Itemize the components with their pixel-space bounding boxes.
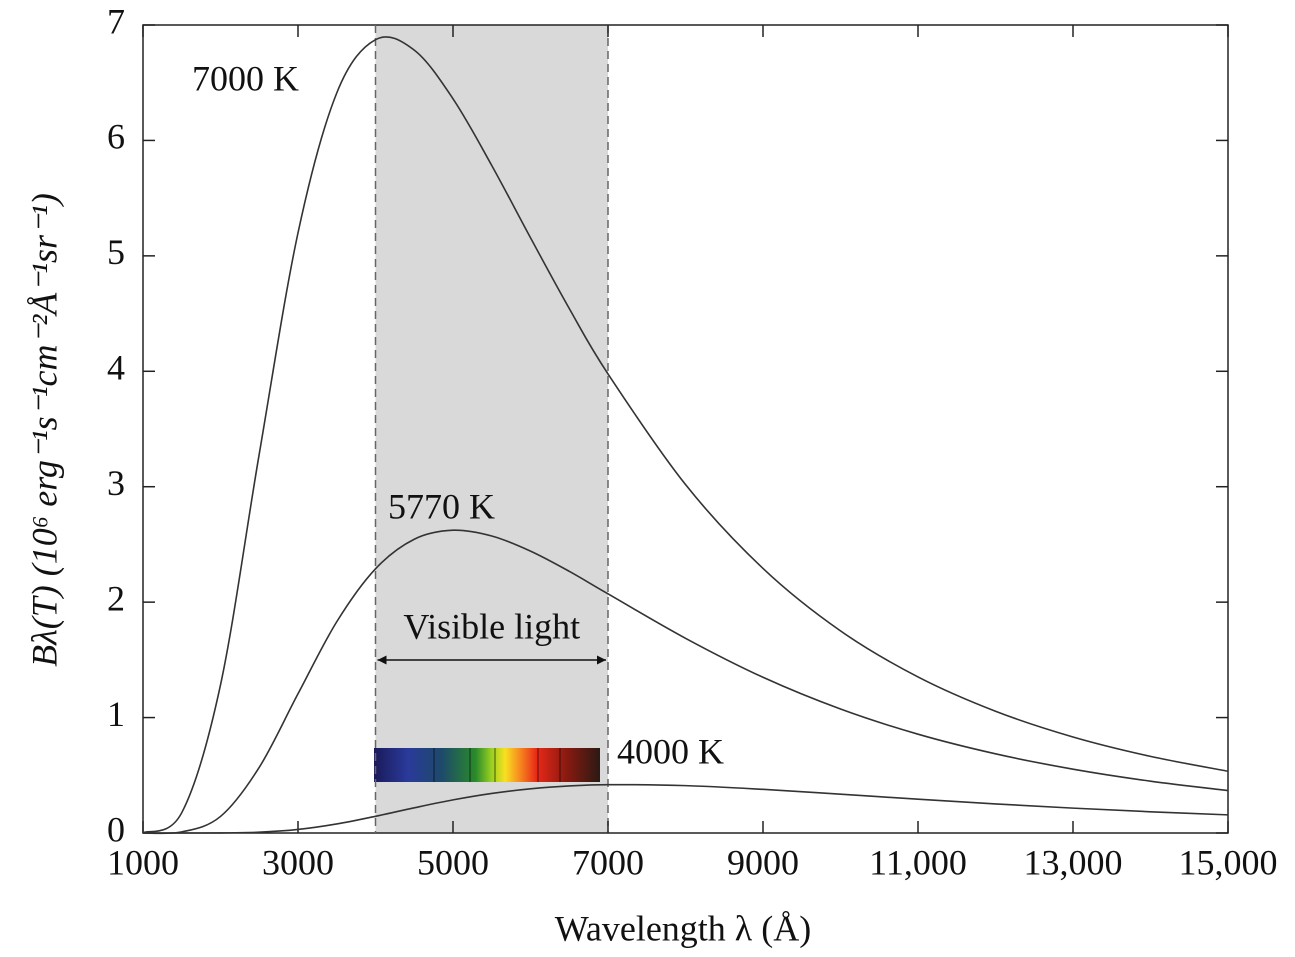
series-line bbox=[142, 36, 1229, 834]
y-tick-label: 6 bbox=[107, 117, 125, 157]
x-tick-label: 9000 bbox=[727, 842, 799, 882]
x-tick-label: 1000 bbox=[107, 842, 179, 882]
series-label: 5770 K bbox=[388, 486, 495, 526]
plot-frame bbox=[142, 24, 1229, 834]
y-tick-label: 2 bbox=[107, 578, 125, 618]
y-tick-label: 7 bbox=[107, 1, 125, 41]
series-line bbox=[142, 529, 1229, 835]
series-label: 7000 K bbox=[192, 58, 299, 98]
y-tick-label: 1 bbox=[107, 694, 125, 734]
visible-band bbox=[375, 25, 608, 833]
x-axis-title: Wavelength λ (Å) bbox=[555, 908, 811, 948]
y-tick-label: 3 bbox=[107, 463, 125, 503]
background-layer bbox=[375, 25, 608, 833]
spectrum-strip bbox=[374, 748, 600, 782]
x-tick-label: 3000 bbox=[262, 842, 334, 882]
series-label: 4000 K bbox=[617, 731, 724, 771]
y-tick-label: 0 bbox=[107, 809, 125, 849]
y-axis-title: Bλ(T) (10⁶ erg⁻¹s⁻¹cm⁻²Å⁻¹sr⁻¹) bbox=[24, 193, 64, 667]
x-tick-label: 11,000 bbox=[869, 842, 967, 882]
x-tick-label: 5000 bbox=[417, 842, 489, 882]
x-tick-label: 7000 bbox=[572, 842, 644, 882]
y-tick-label: 5 bbox=[107, 232, 125, 272]
y-tick-label: 4 bbox=[107, 348, 125, 388]
x-tick-label: 13,000 bbox=[1024, 842, 1123, 882]
band-label: Visible light bbox=[403, 606, 580, 646]
x-tick-label: 15,000 bbox=[1179, 842, 1278, 882]
spectrum-lines bbox=[433, 748, 561, 782]
series-line bbox=[142, 783, 1229, 834]
